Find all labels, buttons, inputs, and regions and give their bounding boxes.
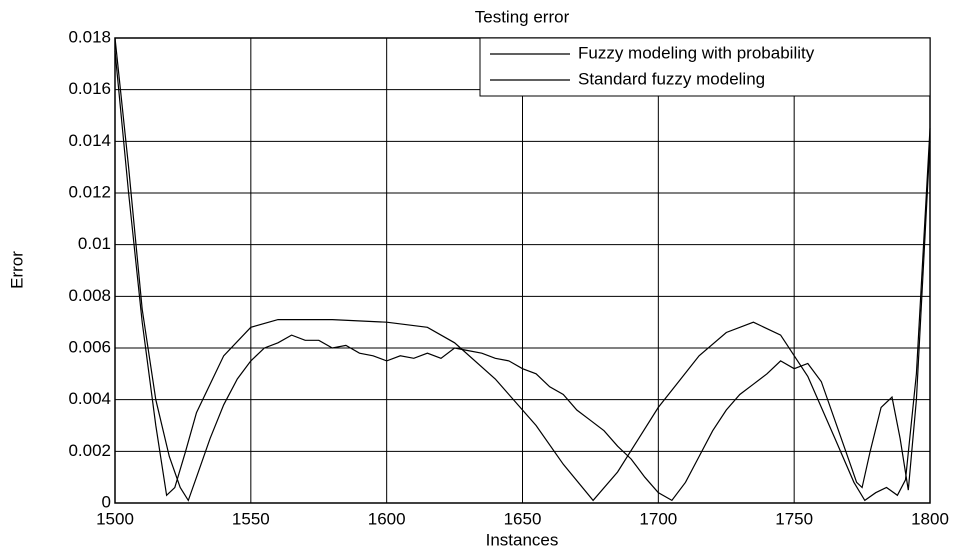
y-tick-label: 0.008: [68, 286, 111, 305]
y-tick-label: 0.01: [78, 234, 111, 253]
y-tick-label: 0.018: [68, 27, 111, 46]
x-tick-label: 1550: [232, 509, 270, 528]
legend-label: Fuzzy modeling with probability: [578, 43, 815, 62]
legend-box: [479, 37, 931, 97]
x-tick-label: 1650: [504, 509, 542, 528]
x-tick-label: 1600: [368, 509, 406, 528]
x-tick-label: 1750: [775, 509, 813, 528]
chart-title: Testing error: [475, 7, 570, 26]
y-tick-label: 0.012: [68, 182, 111, 201]
y-axis-label: Error: [7, 251, 26, 289]
y-tick-label: 0.006: [68, 337, 111, 356]
y-tick-label: 0: [102, 492, 111, 511]
legend-label: Standard fuzzy modeling: [578, 69, 765, 88]
x-tick-label: 1500: [96, 509, 134, 528]
line-series: [114, 37, 931, 502]
y-tick-label: 0.014: [68, 131, 111, 150]
x-tick-label: 1700: [639, 509, 677, 528]
y-tick-label: 0.016: [68, 79, 111, 98]
x-axis-label: Instances: [486, 530, 559, 549]
y-tick-label: 0.002: [68, 441, 111, 460]
y-tick-label: 0.004: [68, 389, 111, 408]
x-tick-label: 1800: [911, 509, 949, 528]
line-series: [114, 50, 931, 502]
